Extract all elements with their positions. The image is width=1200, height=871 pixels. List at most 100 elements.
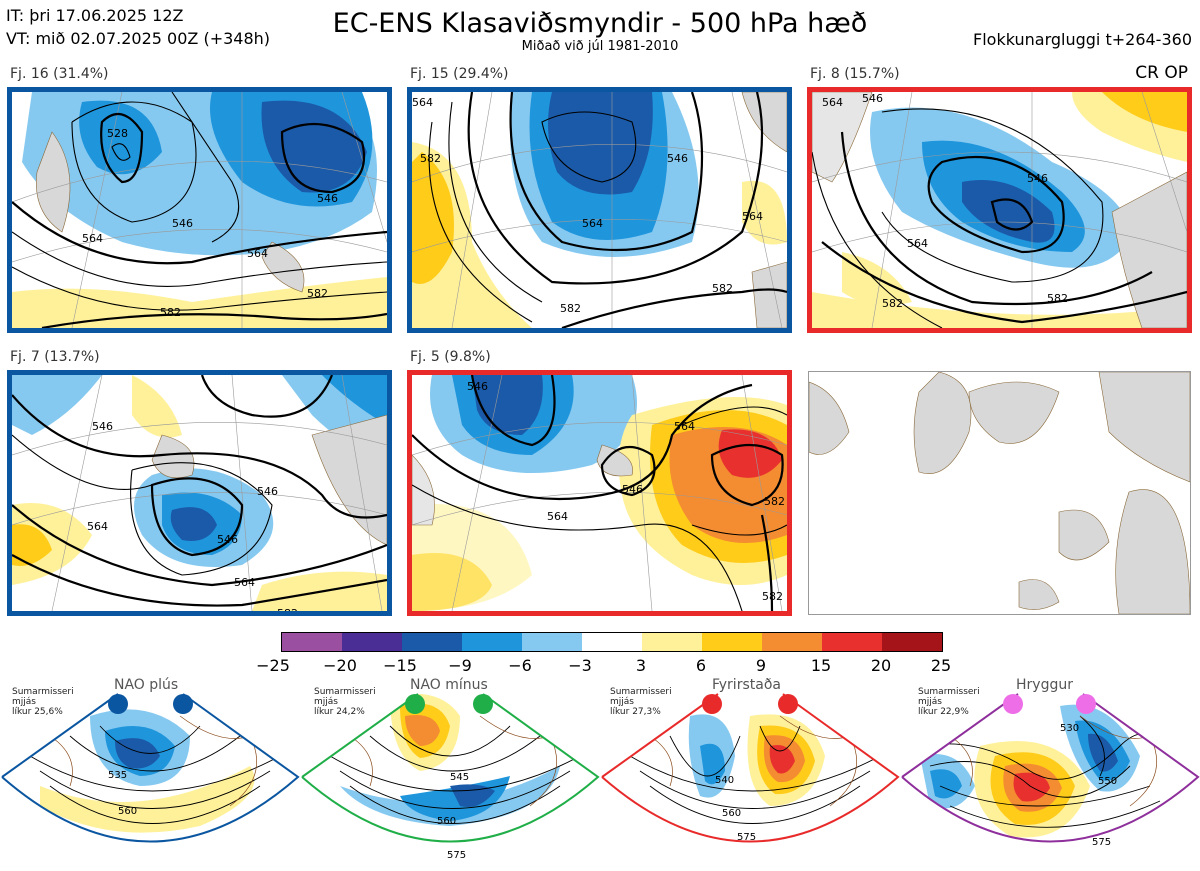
regime-dot [778,694,798,714]
regime-dot [108,694,128,714]
regime-note-line: Sumarmisseri [12,687,74,697]
initial-time: IT: þri 17.06.2025 12Z [6,6,184,25]
contour-label: 575 [1092,837,1111,848]
contour-label: 582 [160,306,181,319]
colorbar-cell [882,633,942,651]
colorbar-tick: −6 [508,656,532,675]
contour-label: 582 [560,302,581,315]
height-contours [428,92,787,328]
contour-label: 575 [447,850,466,861]
colorbar-cell [282,633,342,651]
regime-frame [601,693,900,843]
regime-ridge: Sumarmisseri mjjás líkur 22,9% Hryggur [900,676,1200,871]
colorbar-cell [342,633,402,651]
anomaly-shading [412,375,787,611]
page-title: EC-ENS Klasaviðsmyndir - 500 hPa hæð [332,8,868,39]
cluster-map-5: 546 564 564 546 582 582 [407,370,792,616]
contour-label: 582 [762,590,783,603]
colorbar-tick: 20 [870,656,892,675]
contour-label: 528 [107,127,128,140]
contour-label: 546 [467,380,488,393]
contour-label: 546 [862,92,883,105]
contour-label: 564 [247,247,268,260]
graticule [12,92,387,328]
cluster-label-8: Fj. 8 (15.7%) [810,66,900,82]
contour-label: 546 [257,485,278,498]
contour-label: 546 [1027,172,1048,185]
regime-note-line: mjjás [918,697,942,707]
cluster-label-5: Fj. 5 (9.8%) [410,349,491,365]
regime-frame [301,693,600,843]
cluster-map-8: 564 546 546 564 582 582 [807,87,1192,333]
cr-op-label: CR OP [1135,63,1188,83]
regime-name: Hryggur [1016,677,1073,693]
regime-frame [1,693,300,843]
regime-dot [473,694,493,714]
contour-label: 546 [217,533,238,546]
contour-label: 582 [712,282,733,295]
regime-dot [702,694,722,714]
contour-label: 560 [722,808,741,819]
land-shading [809,372,1190,614]
regime-dot [405,694,425,714]
cluster-map-7: 546 564 546 546 564 582 [7,370,392,616]
colorbar-cell [582,633,642,651]
contour-label: 564 [674,420,695,433]
page-subtitle: Miðað við júl 1981-2010 [521,39,679,54]
colorbar-cell [462,633,522,651]
regime-nao-minus: Sumarmisseri mjjás líkur 24,2% NAO mínus [300,676,600,871]
contour-label: 564 [87,520,108,533]
regime-name: NAO plús [114,677,179,693]
contour-labels: 546 564 546 546 564 582 [87,420,298,611]
cluster-label-7: Fj. 7 (13.7%) [10,349,100,365]
contour-labels: 546 564 582 582 564 582 564 [412,96,763,315]
contour-label: 564 [412,96,433,109]
graticule [12,375,387,611]
colorbar-tick: 3 [635,656,647,675]
height-contours [412,375,787,611]
contour-label: 582 [882,297,903,310]
regime-dot [173,694,193,714]
colorbar-cell [762,633,822,651]
contour-label: 564 [82,232,103,245]
cluster-label-15: Fj. 15 (29.4%) [410,66,509,82]
cluster-map-16: 564 582 546 528 546 564 582 [7,87,392,333]
height-contours [12,92,387,328]
contour-label: 560 [437,816,456,827]
colorbar-cell [822,633,882,651]
contour-label: 564 [907,237,928,250]
contour-label: 564 [582,217,603,230]
regime-note: Sumarmisseri mjjás líkur 22,9% [918,687,980,717]
height-contours [812,108,1187,328]
land-shading [151,414,387,546]
contour-label: 546 [667,152,688,165]
regime-note-line: mjjás [12,697,36,707]
colorbar-tick: 25 [930,656,952,675]
contour-label: 582 [307,287,328,300]
colorbar-cell [522,633,582,651]
anomaly-shading [812,92,1187,328]
regime-note-line: mjjás [314,697,338,707]
contour-label: 550 [1098,776,1117,787]
contour-label: 564 [742,210,763,223]
colorbar-cell [642,633,702,651]
contour-label: 530 [1060,723,1079,734]
anomaly-shading [12,92,387,328]
regime-note-line: Sumarmisseri [314,687,376,697]
regime-name: Fyrirstaða [712,677,781,693]
regime-name: NAO mínus [410,677,488,693]
regime-dot [1003,694,1023,714]
colorbar-tick: −15 [383,656,417,675]
regime-note-line: Sumarmisseri [918,687,980,697]
regime-nao-plus: Sumarmisseri mjjás líkur 25,6% NAO plús … [0,676,300,871]
colorbar-tick: 6 [695,656,707,675]
colorbar-tick: 15 [810,656,832,675]
cluster-map-15: 546 564 582 582 564 582 564 [407,87,792,333]
colorbar-cell [402,633,462,651]
regime-dot [1076,694,1096,714]
colorbar-tick: −20 [323,656,357,675]
regime-note: Sumarmisseri mjjás líkur 25,6% [12,687,74,717]
cluster-label-16: Fj. 16 (31.4%) [10,66,109,82]
empty-base-map [808,371,1191,615]
colorbar-tick: −3 [568,656,592,675]
